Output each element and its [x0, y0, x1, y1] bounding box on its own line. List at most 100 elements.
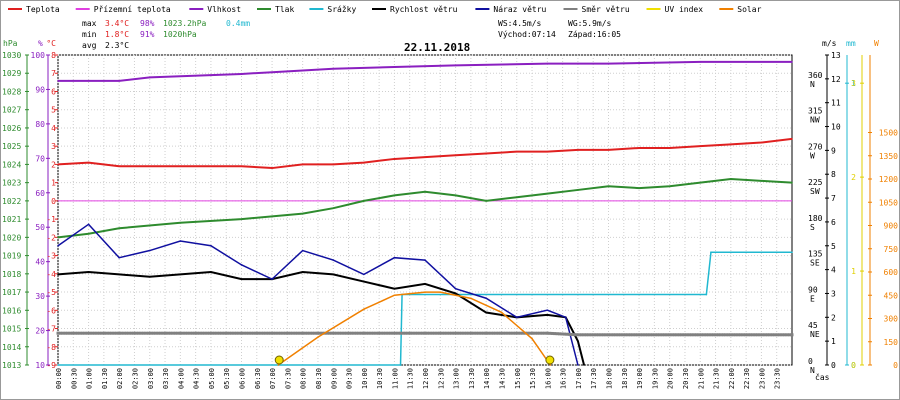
- series-smer-vetru-point: [85, 331, 89, 335]
- series-smer-vetru-point: [462, 331, 466, 335]
- series-smer-vetru-point: [337, 331, 341, 335]
- series-naraz-vetru-point: [485, 297, 487, 300]
- x-tick-label: 07:30: [284, 368, 292, 389]
- x-tick-label: 22:00: [728, 368, 736, 389]
- series-smer-vetru-point: [492, 331, 496, 335]
- series-vlhkost-point: [240, 73, 243, 75]
- series-rychlost-vetru-point: [179, 273, 182, 276]
- series-smer-vetru-point: [646, 333, 650, 337]
- series-smer-vetru-point: [553, 332, 557, 336]
- series-smer-vetru-point: [788, 333, 792, 337]
- series-smer-vetru-point: [589, 333, 593, 337]
- axis-ms-tick-label: 2: [831, 313, 836, 322]
- series-naraz-vetru-point: [271, 278, 273, 280]
- axis-pct-tick-label: 100: [31, 51, 46, 60]
- series-smer-vetru-point: [213, 331, 217, 335]
- series-smer-vetru-point: [237, 331, 241, 335]
- x-tick-label: 18:30: [621, 368, 629, 389]
- axis-ms-tick-label: 9: [831, 146, 836, 155]
- series-smer-vetru-point: [584, 333, 588, 337]
- series-smer-vetru-point: [484, 331, 488, 335]
- series-srazky-line: [58, 251, 792, 366]
- series-smer-vetru-point: [550, 331, 554, 335]
- series-naraz-vetru-point: [301, 249, 304, 252]
- series-smer-vetru-point: [291, 331, 295, 335]
- series-smer-vetru-point: [335, 331, 339, 335]
- series-smer-vetru-point: [166, 331, 170, 335]
- series-smer-vetru-point: [254, 331, 258, 335]
- series-smer-vetru-point: [205, 331, 209, 335]
- series-smer-vetru-point: [68, 331, 72, 335]
- series-rychlost-vetru-point: [210, 271, 212, 273]
- series-rychlost-vetru-point: [301, 271, 304, 273]
- series-teplota-point: [699, 145, 702, 147]
- series-naraz-vetru-point: [424, 259, 426, 261]
- series-smer-vetru-point: [633, 333, 637, 337]
- series-rychlost-vetru-point: [583, 364, 585, 366]
- series-smer-vetru-point: [215, 331, 219, 335]
- x-tick-label: 20:00: [667, 368, 675, 389]
- x-axis-label: čas: [815, 372, 830, 382]
- series-tlak-point: [363, 200, 365, 202]
- series-smer-vetru-point: [580, 333, 584, 337]
- x-tick-label: 01:30: [101, 368, 109, 389]
- axis-pct-unit: %: [38, 39, 43, 48]
- series-naraz-vetru-point: [577, 364, 579, 366]
- series-smer-vetru-point: [164, 331, 168, 335]
- series-smer-vetru-point: [203, 331, 207, 335]
- series-smer-vetru-point: [127, 331, 131, 335]
- series-solar-point: [470, 297, 472, 300]
- series-smer-vetru-point: [457, 331, 461, 335]
- stat-min-label: min: [82, 30, 97, 39]
- series-solar-point: [531, 337, 533, 340]
- series-smer-vetru-point: [717, 333, 721, 337]
- x-tick-label: 12:30: [437, 368, 445, 389]
- x-tick-label: 16:30: [560, 368, 568, 389]
- series-teplota-point: [791, 138, 793, 140]
- x-tick-label: 07:00: [269, 368, 277, 389]
- series-smer-vetru-point: [599, 333, 603, 337]
- axis-temp-tick-label: 5: [51, 106, 56, 115]
- axis-dir-compass-label: SE: [810, 259, 820, 268]
- series-smer-vetru-point: [528, 331, 532, 335]
- series-naraz-vetru-point: [57, 244, 59, 247]
- series-smer-vetru-point: [198, 331, 202, 335]
- x-tick-label: 19:30: [651, 368, 659, 389]
- series-smer-vetru-point: [308, 331, 312, 335]
- stat-min-hum: 91%: [140, 30, 155, 39]
- series-teplota-point: [240, 165, 243, 168]
- axis-hpa-tick-label: 1024: [2, 160, 21, 169]
- series-smer-vetru-point: [443, 331, 447, 335]
- series-smer-vetru-point: [425, 331, 429, 335]
- series-smer-vetru-point: [271, 331, 275, 335]
- series-smer-vetru-point: [142, 331, 146, 335]
- series-smer-vetru-point: [386, 331, 390, 335]
- series-tlak-line: [57, 177, 793, 239]
- axis-dir-deg-label: 135: [808, 250, 823, 259]
- series-srazky-point: [57, 364, 59, 366]
- series-smer-vetru-point: [110, 331, 114, 335]
- series-teplota-point: [57, 163, 59, 166]
- series-smer-vetru-point: [655, 333, 659, 337]
- series-smer-vetru-point: [494, 331, 498, 335]
- series-smer-vetru-point: [766, 333, 770, 337]
- series-smer-vetru-point: [604, 333, 608, 337]
- axis-hpa-tick-label: 1027: [2, 106, 21, 115]
- series-teplota-point: [301, 163, 304, 166]
- series-naraz-vetru-point: [240, 264, 243, 266]
- legend-label: Vlhkost: [207, 5, 241, 14]
- series-srazky-point: [399, 364, 402, 366]
- series-solar-point: [549, 364, 552, 366]
- series-smer-vetru-point: [641, 333, 645, 337]
- axis-temp-tick-label: 3: [51, 142, 56, 151]
- series-srazky-point: [791, 251, 793, 254]
- axis-ms-unit: m/s: [822, 39, 837, 48]
- series-smer-vetru-point: [408, 331, 412, 335]
- series-smer-vetru-point: [318, 331, 322, 335]
- series-smer-vetru-point: [235, 331, 239, 335]
- grid: [57, 54, 793, 366]
- series-teplota-point: [332, 163, 335, 166]
- series-smer-vetru-point: [195, 331, 199, 335]
- axis-hpa-tick-label: 1025: [2, 142, 21, 151]
- stat-max-hum: 98%: [140, 19, 155, 28]
